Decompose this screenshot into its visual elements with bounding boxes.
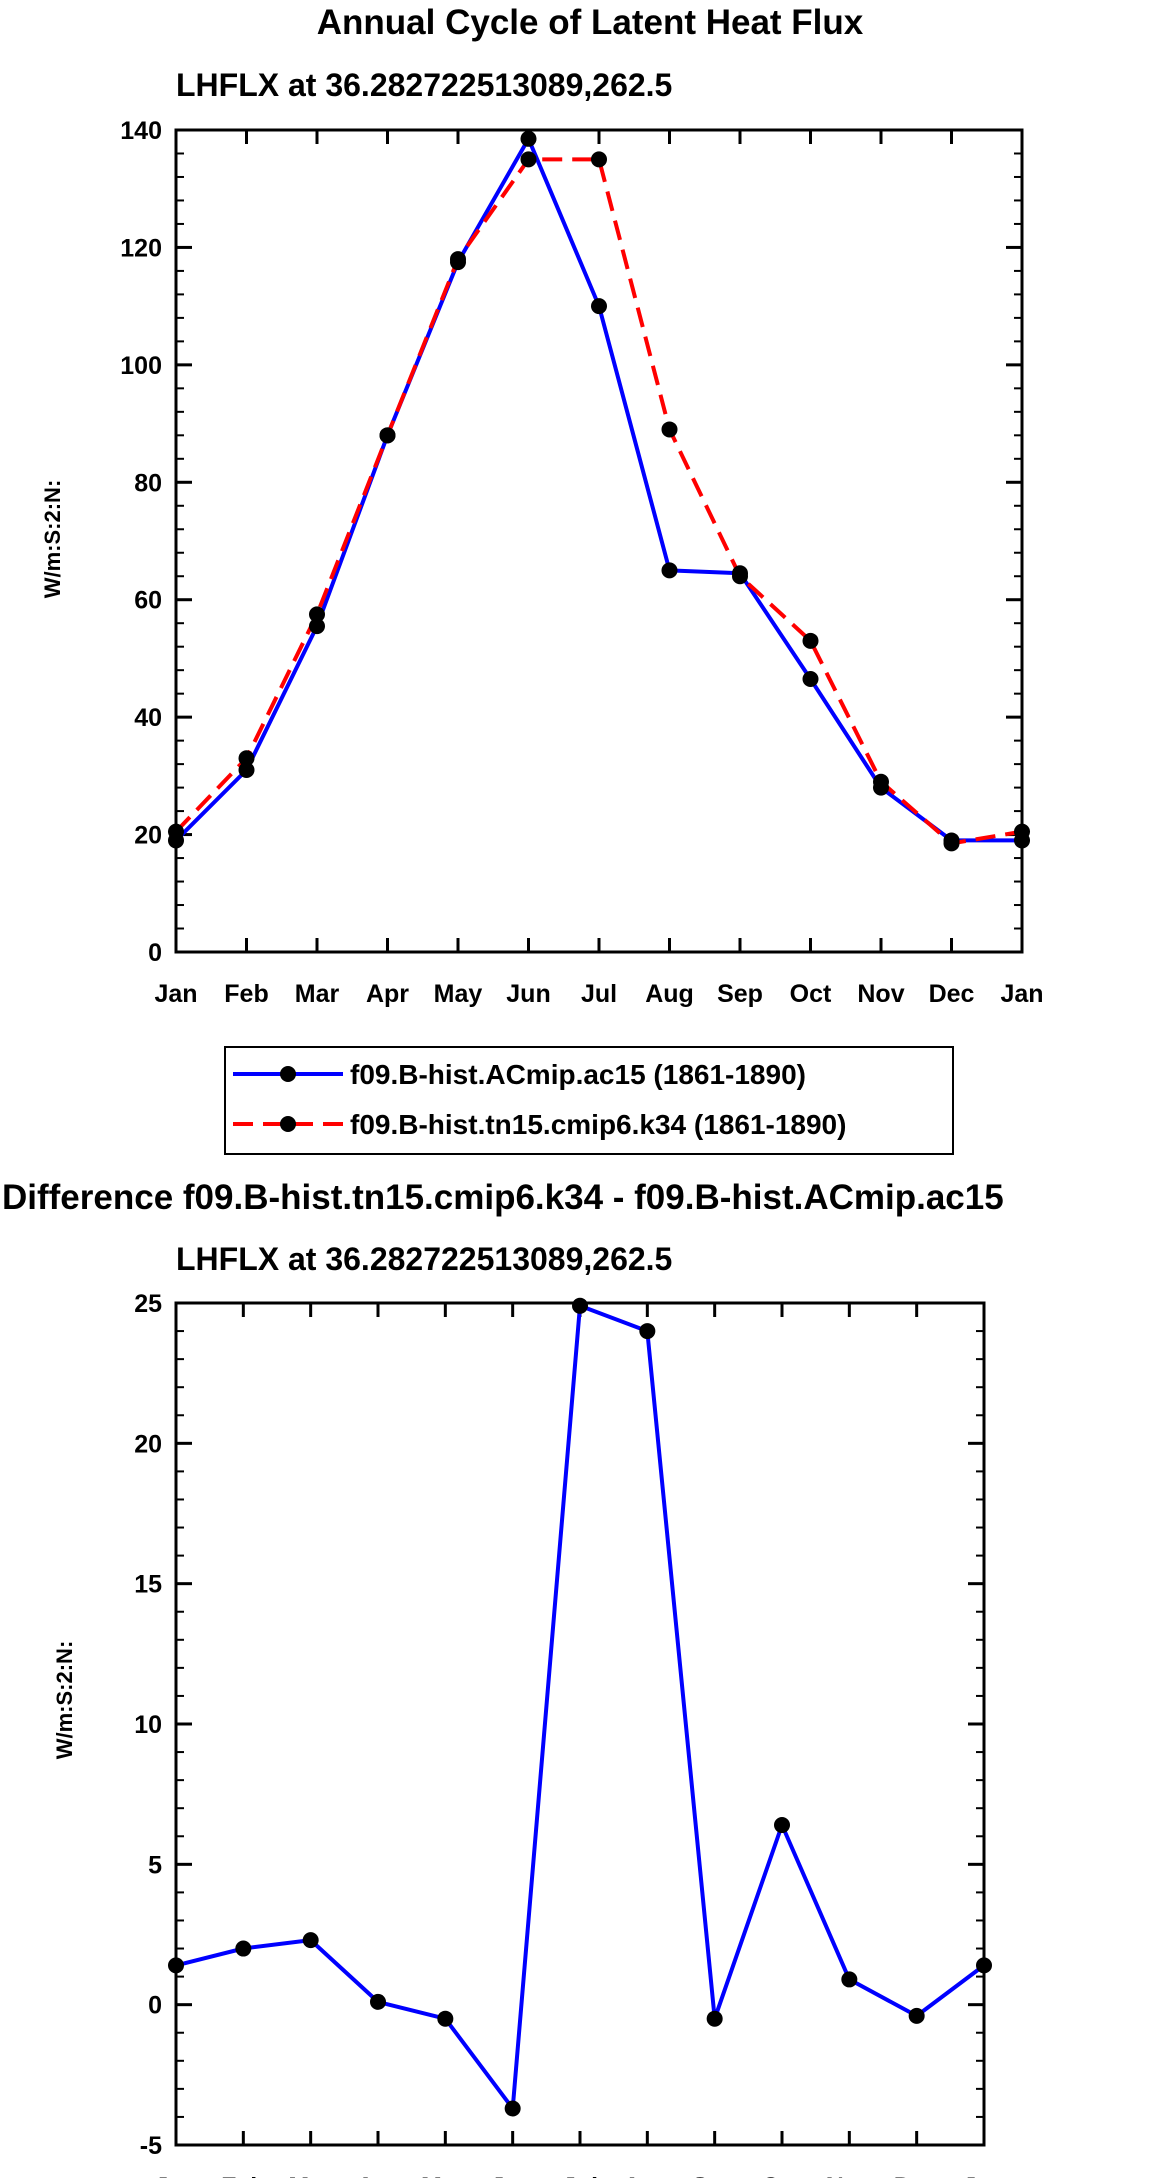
chart2-series-1-point bbox=[774, 1817, 790, 1834]
chart2-series-1-point bbox=[706, 2010, 723, 2027]
chart2-xtick-label: Aug bbox=[623, 2173, 672, 2178]
chart1-xtick-label: Dec bbox=[929, 980, 975, 1008]
chart1-xtick-label: Jan bbox=[154, 980, 197, 1008]
chart1-series-2-point bbox=[732, 568, 748, 585]
chart1-series-1-line bbox=[174, 136, 1022, 843]
chart1-ytick-label: 100 bbox=[120, 352, 162, 380]
chart2-subtitle: LHFLX at 36.282722513089,262.5 bbox=[176, 1241, 672, 1277]
chart2-plot: Jan Feb Mar Apr May Jun Jul Aug Sep Oct Nov Dec Jan -… bbox=[134, 1290, 1005, 2178]
chart1-ytick-label: 20 bbox=[134, 822, 162, 850]
chart1-series-2-point bbox=[520, 151, 537, 168]
chart2-xtick-label: Sep bbox=[692, 2173, 738, 2178]
chart1-series-2-point bbox=[661, 421, 678, 438]
chart1-xtick-label: Aug bbox=[645, 980, 694, 1008]
chart1-series-2-point bbox=[238, 750, 255, 767]
chart2-series-1-point bbox=[908, 2007, 925, 2024]
chart2-series-1-point bbox=[639, 1323, 656, 1340]
chart1-xtick-label: Mar bbox=[295, 980, 340, 1008]
chart1-xtick-label: Jan bbox=[1000, 980, 1043, 1008]
chart1-plot: Jan Feb Mar Apr May Jun Jul Aug Sep Oct Nov Dec Jan 0… bbox=[120, 117, 1043, 1008]
chart1-xtick-label: Apr bbox=[366, 980, 409, 1008]
chart2-ytick-label: 10 bbox=[134, 1711, 162, 1739]
chart1-series-1-point bbox=[238, 761, 255, 778]
chart2-series-1-point bbox=[302, 1932, 319, 1949]
chart1-xtick-label: May bbox=[434, 980, 483, 1008]
chart1-series-2-point bbox=[450, 251, 466, 268]
chart2-series-1-line bbox=[175, 1303, 986, 2111]
chart2-xtick-label: Nov bbox=[826, 2173, 873, 2178]
chart1-series-2-point bbox=[873, 773, 889, 790]
chart1-ylabel: W/m:S:2:N: bbox=[40, 480, 65, 599]
legend: f09.B-hist.ACmip.ac15 (1861-1890) f09.B-… bbox=[224, 1046, 954, 1155]
chart2-series-1-point bbox=[572, 1297, 588, 1314]
chart1-ytick-label: 40 bbox=[134, 704, 162, 732]
chart1-subtitle: LHFLX at 36.282722513089,262.5 bbox=[176, 67, 672, 103]
chart1-ytick-label: 120 bbox=[120, 234, 162, 262]
chart2-ytick-label: 20 bbox=[134, 1430, 162, 1458]
chart2-xtick-label: Apr bbox=[356, 2173, 399, 2178]
chart2-series-1-point bbox=[841, 1971, 858, 1988]
chart1-series-1-point bbox=[802, 670, 819, 687]
chart2-ytick-label: -5 bbox=[140, 2132, 162, 2160]
legend-text-1: f09.B-hist.ACmip.ac15 (1861-1890) bbox=[350, 1059, 806, 1090]
chart2-title: Difference f09.B-hist.tn15.cmip6.k34 - f… bbox=[2, 1178, 1004, 1217]
chart2-series-1-point bbox=[437, 2010, 454, 2027]
chart2-xtick-label: Jan bbox=[962, 2173, 1005, 2178]
chart1-series-2-point bbox=[1014, 823, 1030, 840]
chart2-frame bbox=[174, 1301, 986, 2147]
chart1-xtick-label: Nov bbox=[857, 980, 904, 1008]
chart2-xtick-label: Jan bbox=[154, 2173, 197, 2178]
chart1-series-2-line bbox=[174, 157, 1023, 846]
chart1-series-2-point bbox=[379, 427, 396, 444]
chart1-series-2-point bbox=[591, 151, 607, 168]
legend-marker-1 bbox=[280, 1066, 296, 1082]
chart2-xtick-label: Mar bbox=[288, 2173, 333, 2178]
legend-marker-2 bbox=[280, 1116, 296, 1132]
legend-box bbox=[224, 1046, 954, 1155]
chart1-xtick-label: Jul bbox=[581, 980, 617, 1008]
chart1-series-2-point bbox=[168, 823, 184, 840]
chart1-series-1-point bbox=[661, 562, 678, 579]
chart2-xtick-label: May bbox=[421, 2173, 470, 2178]
chart2-series-1-point bbox=[370, 1993, 386, 2010]
chart2-xtick-label: Dec bbox=[894, 2173, 940, 2178]
chart2-xtick-label: Jul bbox=[562, 2173, 598, 2178]
chart1-xtick-label: Sep bbox=[717, 980, 763, 1008]
chart1-ytick-label: 140 bbox=[120, 117, 162, 145]
chart2-series-1-point bbox=[976, 1957, 992, 1974]
chart1-series-1-point bbox=[309, 618, 325, 635]
chart1-ytick-label: 80 bbox=[134, 469, 162, 497]
chart2-series-1-point bbox=[504, 2100, 521, 2117]
chart1-title: Annual Cycle of Latent Heat Flux bbox=[317, 3, 864, 42]
chart2-series-1-point bbox=[235, 1940, 252, 1957]
chart1-xtick-label: Oct bbox=[790, 980, 832, 1008]
chart2-series-1-point bbox=[168, 1957, 184, 1974]
chart2-xtick-label: Oct bbox=[761, 2173, 803, 2178]
chart1-ytick-label: 60 bbox=[134, 587, 162, 615]
legend-text-2: f09.B-hist.tn15.cmip6.k34 (1861-1890) bbox=[350, 1109, 846, 1140]
chart2-xtick-label: Jun bbox=[490, 2173, 534, 2178]
chart1-xtick-label: Jun bbox=[506, 980, 550, 1008]
chart1-series-1-point bbox=[520, 130, 537, 147]
chart1-series-2-point bbox=[802, 632, 819, 649]
chart1-series-2-point bbox=[943, 835, 960, 852]
chart2-ytick-label: 5 bbox=[148, 1851, 162, 1879]
chart1-xtick-label: Feb bbox=[224, 980, 268, 1008]
chart1-series-1-point bbox=[591, 298, 607, 315]
chart2-xtick-label: Feb bbox=[221, 2173, 265, 2178]
chart2-ylabel: W/m:S:2:N: bbox=[52, 1641, 77, 1760]
chart1-ytick-label: 0 bbox=[148, 939, 162, 967]
chart1-series-2-point bbox=[309, 606, 325, 623]
chart1-frame bbox=[174, 128, 1024, 954]
chart2-ytick-label: 0 bbox=[148, 1992, 162, 2020]
chart2-ytick-label: 15 bbox=[134, 1571, 162, 1599]
chart2-ytick-label: 25 bbox=[134, 1290, 162, 1318]
